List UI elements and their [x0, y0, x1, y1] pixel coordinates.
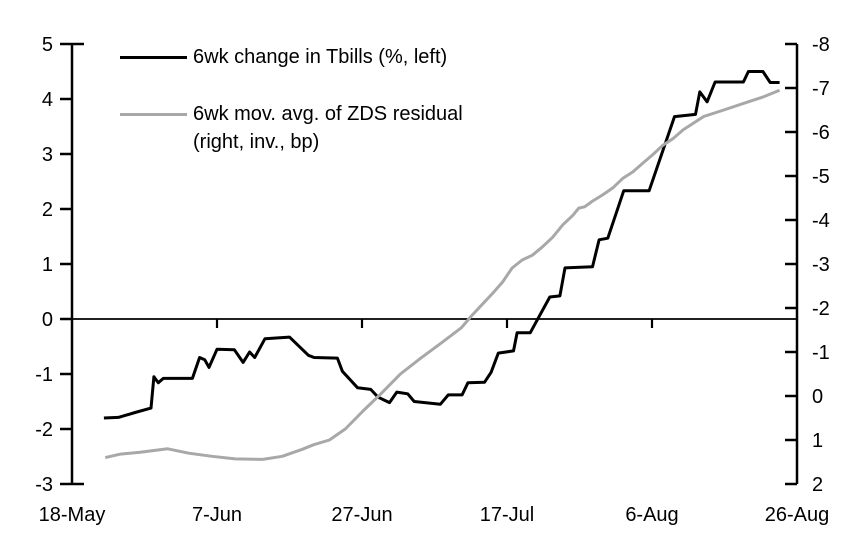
- right-axis-tick-label: 2: [812, 474, 823, 496]
- right-axis-tick-label: 0: [812, 386, 823, 408]
- left-axis-tick-label: 3: [42, 144, 53, 166]
- right-axis-tick-label: -7: [812, 78, 830, 100]
- right-axis-tick-label: -3: [812, 254, 830, 276]
- left-axis-tick-label: -3: [35, 474, 53, 496]
- legend-swatch-tbills: [120, 56, 187, 59]
- x-axis-tick-label: 18-May: [39, 504, 106, 526]
- right-axis-tick-label: -6: [812, 122, 830, 144]
- right-axis-tick-label: -2: [812, 298, 830, 320]
- x-axis-tick-label: 26-Aug: [765, 504, 830, 526]
- zds-residual-line: [104, 88, 781, 461]
- x-axis-tick-label: 7-Jun: [192, 504, 242, 526]
- legend-label-zds-residual-line2: (right, inv., bp): [193, 131, 320, 153]
- right-axis-tick-label: -4: [812, 210, 830, 232]
- left-axis-tick-label: 4: [42, 89, 53, 111]
- left-axis-tick-label: -2: [35, 419, 53, 441]
- legend-label-zds-residual: 6wk mov. avg. of ZDS residual (right, in…: [193, 100, 463, 156]
- legend-swatch-zds-residual: [120, 113, 187, 116]
- left-axis-tick-label: 0: [42, 309, 53, 331]
- legend-label-tbills: 6wk change in Tbills (%, left): [193, 46, 448, 68]
- right-axis-tick-label: -5: [812, 166, 830, 188]
- x-axis-tick-label: 27-Jun: [331, 504, 392, 526]
- left-axis-tick-label: 2: [42, 199, 53, 221]
- legend-label-zds-residual-line1: 6wk mov. avg. of ZDS residual: [193, 103, 463, 125]
- right-axis-tick-label: 1: [812, 430, 823, 452]
- left-axis-tick-label: -1: [35, 364, 53, 386]
- right-axis-tick-label: -8: [812, 34, 830, 56]
- left-axis-tick-label: 5: [42, 34, 53, 56]
- right-axis-tick-label: -1: [812, 342, 830, 364]
- x-axis-tick-label: 6-Aug: [625, 504, 678, 526]
- left-axis-tick-label: 1: [42, 254, 53, 276]
- x-axis-tick-label: 17-Jul: [480, 504, 534, 526]
- tbills-line: [103, 70, 780, 420]
